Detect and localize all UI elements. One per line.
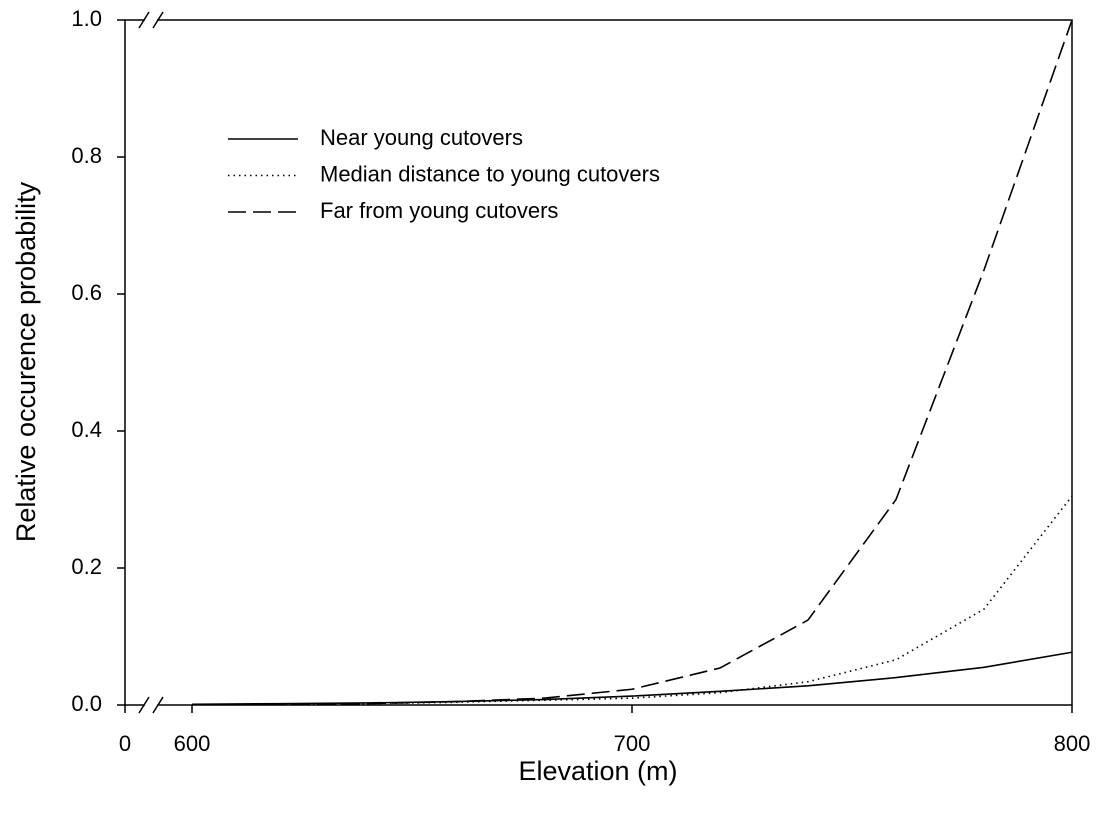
line-series	[191, 19, 1073, 706]
y-tick-label: 0.4	[71, 417, 102, 442]
x-tick-label: 700	[614, 731, 651, 756]
legend-label: Far from young cutovers	[320, 198, 558, 223]
legend-label: Median distance to young cutovers	[320, 161, 660, 186]
x-axis-title: Elevation (m)	[518, 756, 677, 786]
axis-break	[138, 696, 150, 714]
axis-frame	[124, 19, 1073, 706]
axis-break	[152, 11, 164, 29]
x-tick-label: 600	[174, 731, 211, 756]
axis-break	[152, 696, 164, 714]
line-series	[191, 495, 1073, 706]
y-tick-label: 0.8	[71, 143, 102, 168]
y-tick-label: 1.0	[71, 6, 102, 31]
x-tick-label: 0	[119, 731, 131, 756]
y-tick-label: 0.0	[71, 691, 102, 716]
y-axis-title: Relative occurence probability	[11, 181, 41, 542]
legend-label: Near young cutovers	[320, 125, 523, 150]
y-tick-label: 0.2	[71, 554, 102, 579]
y-tick-label: 0.6	[71, 280, 102, 305]
axis-break	[138, 11, 150, 29]
x-tick-label: 800	[1054, 731, 1091, 756]
line-series	[191, 651, 1073, 706]
